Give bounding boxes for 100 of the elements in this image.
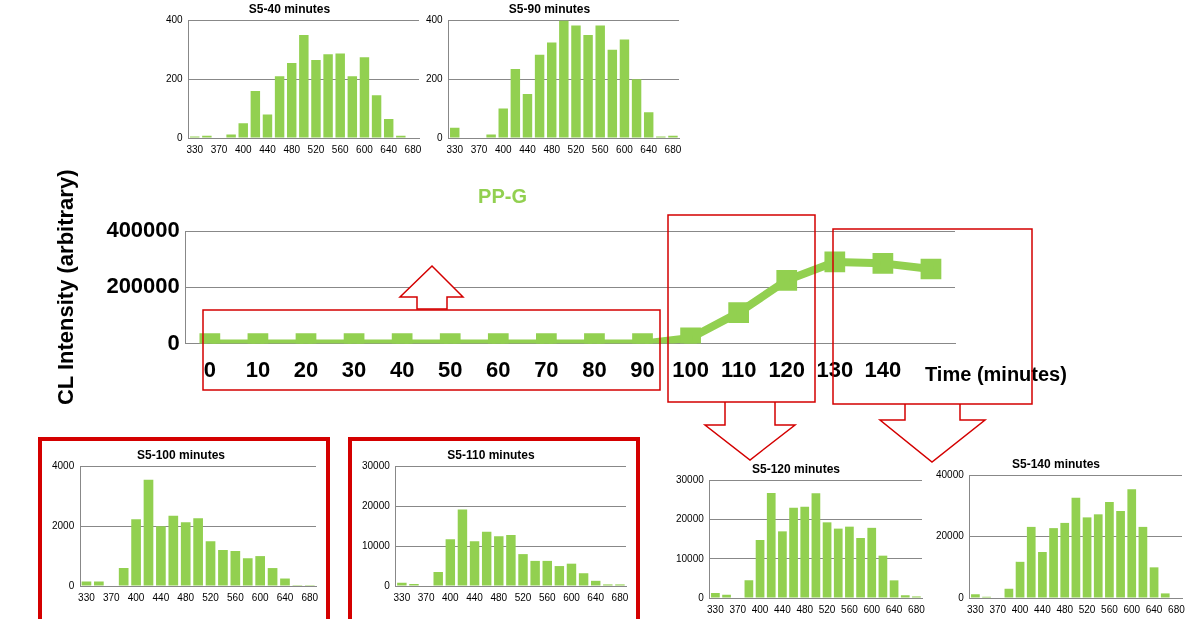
bar (833, 528, 843, 598)
x-tick-label: 110 (720, 356, 757, 382)
bar (445, 539, 456, 586)
bar (299, 35, 309, 138)
bar (1049, 528, 1058, 598)
y-tick-label: 400000 (106, 217, 180, 243)
bar (226, 134, 236, 138)
x-tick-label: 60 (486, 356, 511, 382)
bar (878, 555, 888, 598)
y-tick-label: 10000 (362, 539, 391, 551)
x-tick-label: 680 (404, 143, 422, 155)
x-tick-label: 640 (885, 603, 903, 615)
bar (156, 526, 166, 586)
x-tick-label: 400 (751, 603, 769, 615)
bar (486, 134, 496, 138)
bar (889, 580, 899, 598)
x-tick-label: 680 (611, 591, 629, 603)
x-tick-label: 640 (276, 591, 294, 603)
chart-title: S5-40 minutes (248, 1, 331, 16)
chart-title: PP-G (478, 184, 527, 207)
x-tick-label: 10 (245, 356, 271, 382)
y-tick-label: 2000 (52, 519, 75, 531)
bar (542, 560, 552, 586)
bar (371, 95, 382, 138)
bar (242, 558, 253, 586)
x-tick-label: 640 (1145, 603, 1163, 615)
bar (722, 594, 731, 598)
x-tick-label: 640 (640, 143, 658, 155)
bar (822, 522, 832, 598)
x-tick-label: 560 (841, 603, 859, 615)
x-tick-label: 520 (202, 591, 220, 603)
x-tick-label: 680 (1168, 603, 1186, 615)
x-tick-label: 520 (514, 591, 532, 603)
x-tick-label: 440 (152, 591, 170, 603)
x-tick-label: 30 (341, 356, 367, 382)
y-tick-label: 400 (426, 14, 444, 26)
bar (230, 551, 241, 586)
bar (856, 538, 865, 598)
bar (800, 506, 810, 598)
bar (118, 568, 129, 586)
bar (554, 566, 565, 586)
x-tick-label: 520 (567, 143, 585, 155)
x-tick-label: 560 (591, 143, 609, 155)
x-tick-label: 440 (466, 591, 484, 603)
bar (778, 531, 787, 598)
bar (755, 539, 765, 598)
y-axis-title: CL Intensity (arbitrary) (53, 169, 79, 406)
bar (571, 25, 581, 138)
point (920, 258, 942, 280)
y-tick-label: 40000 (936, 469, 965, 481)
bar (607, 49, 618, 138)
bar (94, 581, 104, 586)
bar (530, 560, 540, 586)
x-tick-label: 440 (519, 143, 537, 155)
x-tick-label: 560 (538, 591, 557, 603)
bar (1004, 588, 1014, 598)
x-tick-label: 680 (301, 591, 319, 603)
x-tick-label: 100 (672, 356, 709, 382)
y-tick-label: 200 (166, 72, 184, 84)
bar (578, 573, 589, 586)
x-tick-label: 480 (543, 143, 561, 155)
bar (193, 518, 203, 586)
bar (546, 42, 557, 138)
y-tick-label: 20000 (936, 530, 965, 542)
x-tick-label: 140 (864, 356, 902, 382)
bar (267, 568, 278, 586)
bar (335, 53, 345, 138)
y-tick-label: 0 (384, 579, 391, 591)
bar (143, 479, 154, 586)
x-tick-label: 440 (1034, 603, 1052, 615)
chart-title: S5-120 minutes (751, 461, 841, 476)
bar (1060, 522, 1070, 598)
bar (168, 515, 179, 586)
bar (789, 507, 798, 598)
x-tick-label: 600 (356, 143, 374, 155)
y-tick-label: 0 (167, 329, 180, 355)
x-tick-label: 120 (768, 356, 806, 382)
bar (218, 550, 228, 586)
x-tick-label: 400 (441, 591, 460, 603)
bar (81, 581, 92, 586)
x-tick-label: 330 (186, 143, 204, 155)
bar (595, 25, 605, 138)
bar (971, 594, 980, 598)
x-tick-label: 600 (563, 591, 581, 603)
x-tick-label: 0 (203, 356, 216, 382)
y-tick-label: 30000 (676, 474, 705, 486)
bar (631, 79, 642, 138)
x-tick-label: 330 (967, 603, 985, 615)
x-tick-label: 370 (989, 603, 1007, 615)
bar (1149, 567, 1159, 598)
x-tick-label: 330 (707, 603, 725, 615)
x-tick-label: 560 (227, 591, 245, 603)
y-tick-label: 400 (166, 14, 184, 26)
x-tick-label: 400 (234, 143, 253, 155)
bar (534, 54, 545, 138)
chart-title: S5-140 minutes (1011, 456, 1101, 471)
y-tick-label: 30000 (362, 460, 391, 472)
x-tick-label: 520 (1078, 603, 1096, 615)
bar (1093, 514, 1103, 598)
bar (238, 123, 248, 138)
